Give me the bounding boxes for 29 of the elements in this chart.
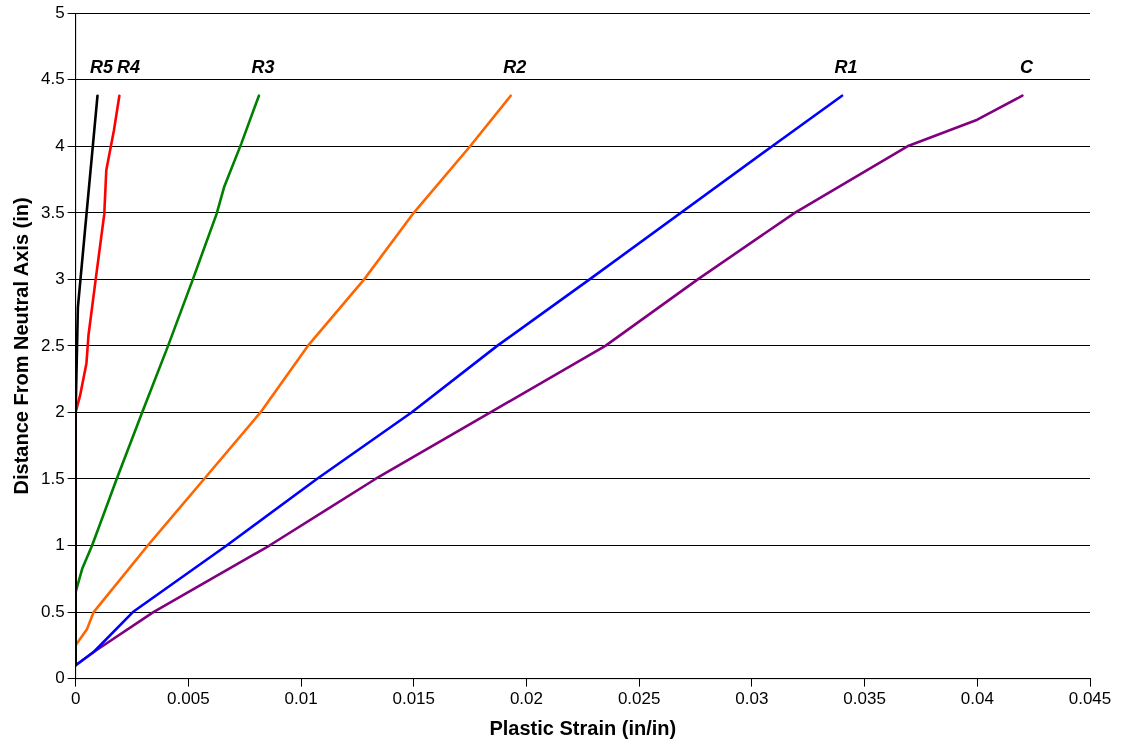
series-label: R1 xyxy=(834,56,858,77)
y-tick-label: 2.5 xyxy=(40,335,65,355)
x-tick-label: 0.025 xyxy=(617,689,661,709)
y-tick-label: 1.5 xyxy=(40,468,65,488)
series-label: R4 xyxy=(117,56,141,77)
x-tick-label: 0.01 xyxy=(284,689,318,709)
y-tick-label: 3.5 xyxy=(40,202,65,222)
y-tick-label: 0.5 xyxy=(40,601,65,621)
x-tick-label: 0.005 xyxy=(167,689,210,709)
y-tick-label: 0 xyxy=(55,668,65,688)
y-tick-label: 3 xyxy=(55,269,65,289)
y-tick-label: 4.5 xyxy=(40,69,65,89)
x-axis-title: Plastic Strain (in/in) xyxy=(489,716,677,739)
series-label: R3 xyxy=(251,56,275,77)
y-axis-title: Distance From Neutral Axis (in) xyxy=(9,197,32,495)
y-tick-label: 5 xyxy=(55,2,65,22)
x-tick-label: 0.03 xyxy=(735,689,769,709)
x-tick-label: 0.02 xyxy=(509,689,544,709)
y-tick-label: 1 xyxy=(55,535,65,555)
series-label: R5 xyxy=(89,56,114,77)
series-label: C xyxy=(1019,56,1034,77)
x-tick-label: 0.035 xyxy=(843,689,886,709)
x-tick-label: 0 xyxy=(70,689,81,709)
x-tick-label: 0.04 xyxy=(960,689,994,709)
series-label: R2 xyxy=(503,56,527,77)
x-tick-label: 0.045 xyxy=(1068,689,1112,709)
x-tick-label: 0.015 xyxy=(392,689,436,709)
y-tick-label: 2 xyxy=(55,402,65,422)
y-tick-label: 4 xyxy=(55,135,65,155)
